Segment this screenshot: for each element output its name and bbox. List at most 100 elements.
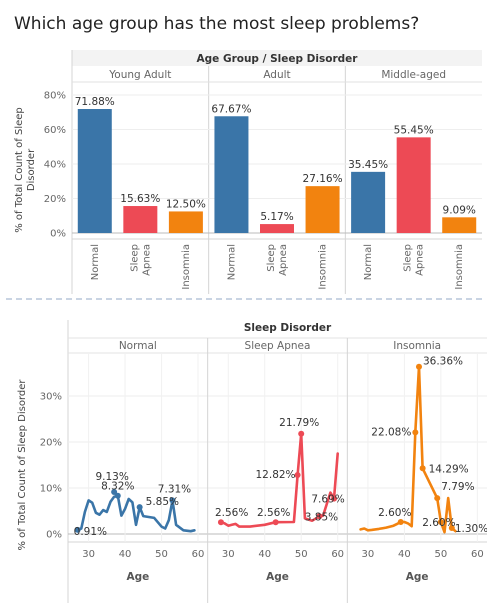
data-label-insomnia: 14.29%	[429, 463, 469, 475]
bar-adult-normal	[214, 116, 249, 233]
data-label-insomnia: 2.60%	[422, 517, 455, 529]
data-point-insomnia	[397, 519, 404, 526]
panel-label-normal: Normal	[119, 340, 157, 352]
x-tick-label: 40	[398, 549, 411, 560]
data-label-insomnia: 36.36%	[423, 356, 463, 368]
data-label-normal: 5.85%	[146, 496, 179, 508]
data-label-sleep-apnea: 7.69%	[311, 494, 344, 506]
y-tick-label: 0%	[50, 229, 66, 240]
y-tick-label: 0%	[46, 530, 62, 541]
data-point-insomnia	[419, 465, 426, 472]
data-label-normal: 8.32%	[101, 481, 134, 493]
x-category-label-insomnia: Insomnia	[318, 244, 329, 290]
x-category-label-line: Insomnia	[454, 244, 465, 290]
series-line-normal	[76, 494, 196, 533]
x-category-label-line: Normal	[363, 244, 374, 280]
x-tick-label: 60	[192, 549, 205, 560]
x-category-label-normal: Normal	[363, 244, 374, 280]
data-point-sleep-apnea	[217, 519, 224, 526]
x-tick-label: 40	[258, 549, 271, 560]
x-category-label-normal: Normal	[226, 244, 237, 280]
x-category-label-line: Sleep	[266, 244, 277, 272]
column-header-band	[72, 50, 482, 66]
y-tick-label: 10%	[40, 484, 62, 495]
y-axis-label-line: Disorder	[26, 148, 37, 191]
bar-middle-aged-sleep-apnea	[396, 137, 431, 233]
x-tick-label: 50	[155, 549, 168, 560]
x-category-label-line: Sleep	[403, 244, 414, 272]
bar-value-label: 67.67%	[211, 103, 251, 115]
x-tick-label: 50	[435, 549, 448, 560]
page-title: Which age group has the most sleep probl…	[14, 14, 420, 34]
group-label-middle-aged: Middle-aged	[381, 69, 446, 81]
x-category-label-line: Sleep	[129, 244, 140, 272]
y-axis-label-line: % of Total Count of Sleep	[14, 107, 25, 233]
data-label-sleep-apnea: 21.79%	[279, 417, 319, 429]
data-point-sleep-apnea	[331, 495, 338, 502]
bar-value-label: 71.88%	[75, 96, 115, 108]
y-axis-label: % of Total Count of Sleep Disorder	[17, 379, 28, 551]
bar-middle-aged-insomnia	[442, 217, 477, 233]
column-header: Sleep Disorder	[244, 322, 332, 334]
x-category-label-line: Apnea	[278, 244, 289, 276]
x-axis-label: Age	[266, 571, 289, 583]
data-label-sleep-apnea: 2.56%	[215, 507, 248, 519]
x-tick-label: 30	[82, 549, 95, 560]
data-point-normal	[114, 492, 121, 499]
x-category-label-line: Insomnia	[181, 244, 192, 290]
y-axis-label: % of Total Count of SleepDisorder	[14, 107, 37, 233]
x-category-label-line: Apnea	[141, 244, 152, 276]
bar-chart-sleep-by-age-group: Age Group / Sleep Disorder Young Adult Adu…	[14, 50, 482, 294]
data-point-normal	[74, 526, 81, 533]
bar-value-label: 12.50%	[166, 198, 206, 210]
y-tick-label: 80%	[44, 91, 66, 102]
x-tick-label: 40	[119, 549, 132, 560]
line-chart-sleep-by-age: Sleep Disorder 0% 10% 20% 30% % of Total Coun…	[17, 320, 487, 603]
data-point-insomnia	[415, 363, 422, 370]
y-tick-label: 60%	[44, 125, 66, 136]
bar-middle-aged-normal	[351, 171, 386, 233]
y-tick-label: 20%	[44, 194, 66, 205]
panel-label-sleep-apnea: Sleep Apnea	[245, 340, 311, 352]
data-label-normal: 0.91%	[74, 526, 107, 538]
column-header: Age Group / Sleep Disorder	[197, 53, 359, 65]
y-tick-label: 30%	[40, 392, 62, 403]
bar-young-adult-sleep-apnea	[123, 206, 158, 233]
bar-young-adult-normal	[77, 109, 112, 233]
x-category-label-sleep-apnea: SleepApnea	[129, 244, 152, 276]
x-tick-label: 50	[295, 549, 308, 560]
x-category-label-sleep-apnea: SleepApnea	[403, 244, 426, 276]
bar-value-label: 9.09%	[443, 204, 476, 216]
x-category-label-insomnia: Insomnia	[181, 244, 192, 290]
data-point-sleep-apnea	[298, 430, 305, 437]
x-category-label-line: Apnea	[415, 244, 426, 276]
x-tick-label: 30	[362, 549, 375, 560]
data-label-sleep-apnea: 3.85%	[305, 511, 338, 523]
x-tick-label: 60	[471, 549, 484, 560]
bar-value-label: 27.16%	[303, 173, 343, 185]
panel-label-insomnia: Insomnia	[393, 340, 441, 352]
x-category-label-sleep-apnea: SleepApnea	[266, 244, 289, 276]
section-divider	[6, 298, 482, 300]
x-tick-label: 30	[222, 549, 235, 560]
y-tick-label: 20%	[40, 438, 62, 449]
data-label-insomnia: 7.79%	[441, 481, 474, 493]
data-point-normal	[136, 504, 143, 511]
x-category-label-insomnia: Insomnia	[454, 244, 465, 290]
bar-young-adult-insomnia	[168, 211, 203, 233]
data-point-sleep-apnea	[272, 519, 279, 526]
bar-adult-sleep-apnea	[260, 224, 294, 233]
data-label-sleep-apnea: 12.82%	[256, 469, 296, 481]
data-point-normal	[169, 497, 176, 504]
group-label-young-adult: Young Adult	[108, 69, 171, 81]
series-line-insomnia	[359, 365, 457, 534]
x-category-label-normal: Normal	[90, 244, 101, 280]
data-point-sleep-apnea	[294, 472, 301, 479]
data-label-insomnia: 22.08%	[371, 426, 411, 438]
x-axis-label: Age	[126, 571, 149, 583]
y-tick-label: 40%	[44, 160, 66, 171]
data-label-sleep-apnea: 2.56%	[257, 507, 290, 519]
x-tick-label: 60	[331, 549, 344, 560]
bar-adult-insomnia	[305, 186, 340, 233]
x-category-label-line: Normal	[90, 244, 101, 280]
